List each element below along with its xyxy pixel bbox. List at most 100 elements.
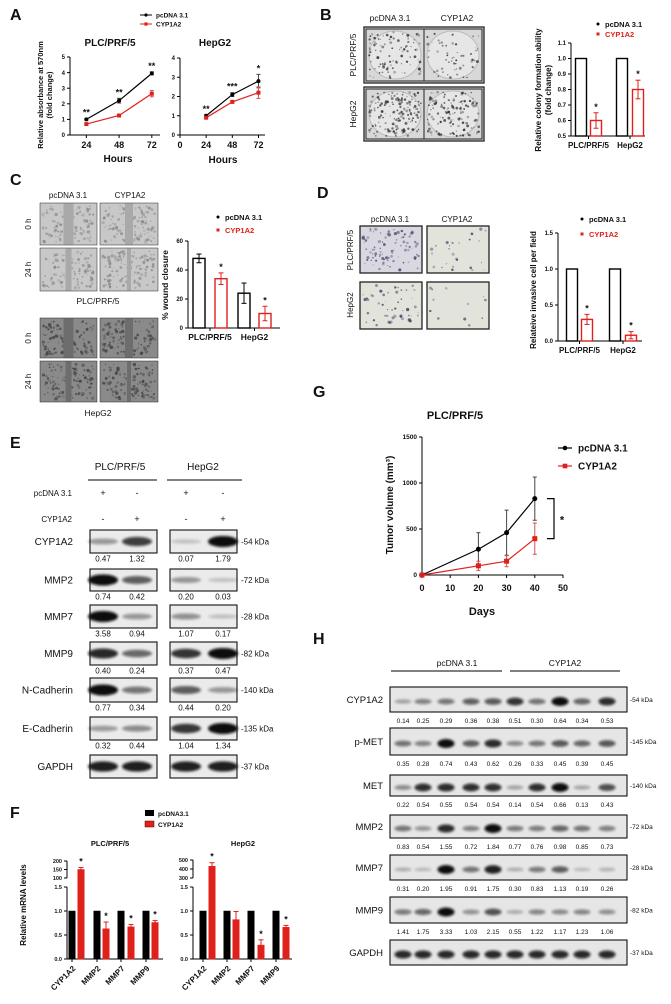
y-tick-label: 3 (62, 86, 66, 92)
protein-band (484, 865, 502, 874)
band-quantification: 0.54 (465, 802, 478, 809)
bar-control (68, 910, 76, 960)
legend-marker-treatment (216, 228, 220, 232)
bar-treatment (151, 922, 159, 960)
protein-band (484, 908, 502, 916)
protein-band (573, 785, 591, 790)
legend-label-treatment: CYP1A2 (589, 230, 618, 239)
time-label: 0 h (24, 218, 33, 229)
protein-band (528, 825, 546, 832)
point-control (230, 92, 235, 97)
molecular-weight-label: -54 kDa (630, 697, 653, 704)
point-treatment (144, 22, 148, 26)
bar-treatment (127, 926, 135, 960)
y-tick-label: 3 (172, 75, 176, 81)
protein-band (462, 950, 480, 959)
y-tick-label: 1.5 (545, 231, 554, 237)
band-quantification: 0.17 (215, 630, 231, 639)
legend-label-control: pcDNA 3.1 (225, 213, 262, 222)
panel-label-h: H (313, 631, 325, 648)
blot-membrane (389, 854, 628, 881)
bar-treatment (232, 919, 240, 960)
band-quantification: 0.40 (95, 667, 111, 676)
panel-label-e: E (10, 435, 21, 452)
y-tick-label: 0.5 (545, 303, 554, 309)
invasion-assay-image (426, 225, 490, 274)
x-axis-label: Hours (209, 155, 238, 166)
protein-band (484, 783, 502, 792)
cell-line-header: PLC/PRF/5 (95, 462, 146, 473)
x-tick-label: 20 (473, 583, 483, 593)
column-label: pcDNA 3.1 (371, 215, 410, 224)
protein-band (528, 866, 546, 873)
x-tick-label: 0 (177, 140, 182, 150)
significance-star: ** (116, 87, 124, 97)
protein-band (484, 950, 502, 959)
y-tick-label: 2 (62, 102, 66, 108)
series-line-control (421, 498, 536, 576)
protein-band (598, 950, 616, 959)
protein-band (506, 697, 524, 706)
y-tick-label: 60 (176, 239, 183, 245)
y-tick-label: 0.0 (180, 957, 188, 963)
y-tick-label: 500 (179, 858, 188, 864)
band-quantification: 0.72 (465, 844, 478, 851)
x-tick-label: 50 (558, 583, 568, 593)
band-quantification: 0.54 (531, 802, 544, 809)
bar-control (615, 57, 629, 137)
protein-band (437, 865, 455, 874)
significance-star: ** (148, 61, 156, 71)
row-label: HepG2 (346, 292, 355, 318)
band-quantification: 0.77 (95, 704, 111, 713)
band-quantification: 3.58 (95, 630, 111, 639)
protein-band (394, 785, 412, 790)
protein-band (208, 761, 238, 772)
protein-band (414, 867, 432, 872)
band-quantification: 1.06 (601, 929, 614, 936)
band-quantification: 0.20 (178, 593, 194, 602)
colony-plate-image (365, 88, 425, 140)
protein-label: MET (363, 781, 383, 792)
y-tick-label: 0.0 (54, 957, 62, 963)
wound-healing-image (39, 202, 98, 246)
protein-band (484, 824, 502, 833)
category-label: HepG2 (241, 332, 269, 342)
band-quantification: 0.38 (487, 718, 500, 725)
y-tick-label: 0.7 (558, 103, 567, 109)
protein-band (88, 725, 118, 732)
legend-label-control: pcDNA3.1 (158, 811, 189, 818)
y-tick-label: 1.5 (54, 885, 62, 891)
band-quantification: 0.20 (417, 886, 430, 893)
legend-swatch-treatment (144, 820, 155, 828)
band-quantification: 1.75 (417, 929, 430, 936)
protein-band (171, 613, 201, 620)
band-quantification: 0.20 (215, 704, 231, 713)
protein-band (551, 783, 569, 792)
band-quantification: 1.17 (554, 929, 567, 936)
protein-band (462, 740, 480, 747)
band-quantification: 0.30 (509, 886, 522, 893)
protein-label: CYP1A2 (35, 537, 74, 548)
protein-band (88, 648, 118, 659)
protein-band (506, 740, 524, 747)
protein-label: MMP7 (356, 863, 383, 874)
molecular-weight-label: -82 kDa (241, 650, 270, 659)
band-quantification: 0.44 (129, 742, 145, 751)
significance-star: * (259, 929, 263, 939)
time-label: 24 h (24, 262, 33, 278)
protein-band (437, 698, 455, 705)
significance-star: * (219, 262, 223, 272)
column-label: CYP1A2 (441, 13, 474, 23)
band-quantification: 0.33 (531, 761, 544, 768)
bar-control (142, 910, 150, 960)
cell-line-label: PLC/PRF/5 (77, 296, 120, 306)
protein-band (414, 783, 432, 792)
protein-band (88, 574, 118, 586)
band-quantification: 0.83 (397, 844, 410, 851)
treatment-sign: + (134, 514, 139, 524)
wound-healing-image (39, 360, 98, 403)
significance-bracket (547, 498, 555, 540)
protein-band (122, 686, 152, 694)
